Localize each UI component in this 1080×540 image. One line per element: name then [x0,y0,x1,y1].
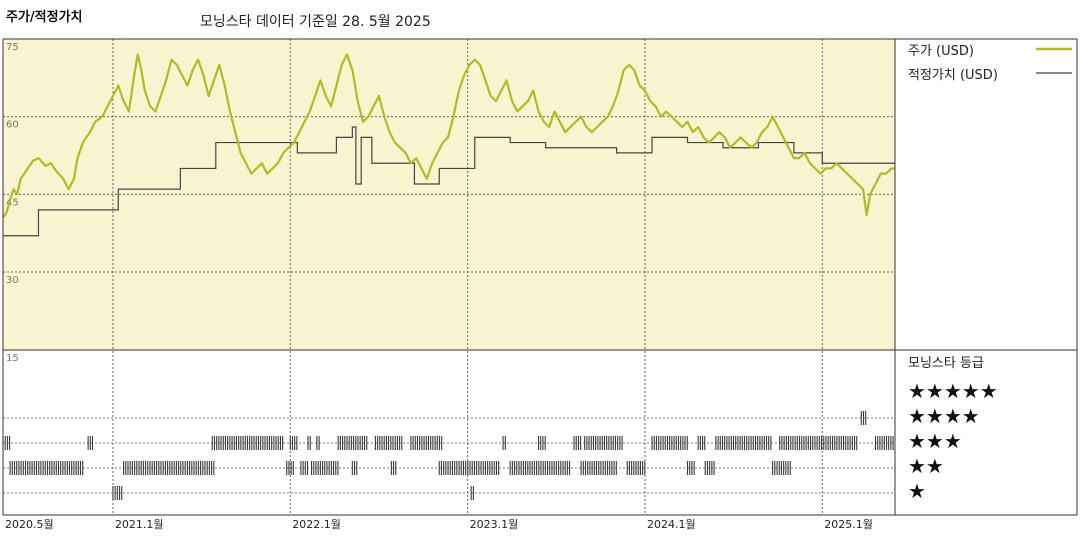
legend-fair-label: 적정가치 (USD) [908,68,998,83]
rating-bar-4-star-0 [860,411,867,425]
rating-bar-3-star-7 [374,436,403,450]
y-tick-15: 15 [6,353,19,364]
y-axis-tick-labels: 75 60 45 30 15 [6,42,19,364]
x-tick-1: 2021.1월 [115,518,164,531]
rating-bar-3-star-9 [502,436,506,450]
rating-bar-2-star-11 [686,461,695,475]
rating-label-5-stars: ★★★★★ [908,379,998,403]
rating-bar-3-star-12 [584,436,623,450]
rating-bar-3-star-6 [337,436,368,450]
legend-price-label: 주가 (USD) [908,44,974,59]
rating-bar-3-star-15 [715,436,772,450]
chart-title: 주가/적정가치 [6,9,83,25]
rating-bar-2-star-9 [580,461,617,475]
x-tick-0: 2020.5월 [5,518,54,531]
x-tick-5: 2025.1월 [824,518,873,531]
rating-title: 모닝스타 등급 [908,356,984,371]
rating-bar-3-star-17 [874,436,894,450]
y-tick-60: 60 [6,120,19,131]
rating-plot-area [3,350,895,515]
rating-label-2-stars: ★★ [908,454,944,478]
rating-bar-3-star-11 [573,436,582,450]
rating-bar-2-star-0 [9,461,84,475]
rating-bar-2-star-3 [300,461,309,475]
rating-bar-2-star-13 [772,461,791,475]
rating-bar-2-star-4 [311,461,339,475]
rating-label-4-stars: ★★★★ [908,404,980,428]
rating-bar-2-star-7 [438,461,500,475]
legend: 주가 (USD) 적정가치 (USD) 모닝스타 등급 ★★★★★ ★★★★ ★… [908,44,1072,503]
rating-bar-1-star-1 [470,486,474,500]
y-tick-45: 45 [6,197,19,208]
rating-label-3-stars: ★★★ [908,429,962,453]
rating-bar-3-star-16 [779,436,858,450]
rating-bar-2-star-8 [509,461,571,475]
rating-bar-3-star-3 [289,436,298,450]
x-tick-3: 2023.1월 [470,518,519,531]
x-tick-4: 2024.1월 [647,518,696,531]
rating-label-1-star: ★ [908,479,926,503]
rating-bar-2-star-6 [390,461,397,475]
rating-bar-2-star-10 [626,461,646,475]
y-tick-30: 30 [6,275,19,286]
horizontal-gridlines [3,116,895,273]
rating-bar-2-star-12 [704,461,715,475]
rating-bar-3-star-2 [211,436,284,450]
rating-bar-2-star-2 [286,461,294,475]
rating-bar-3-star-8 [410,436,443,450]
price-line [2,53,895,219]
rating-bar-3-star-14 [697,436,706,450]
rating-bar-3-star-4 [307,436,311,450]
x-axis-tick-labels: 2020.5월 2021.1월 2022.1월 2023.1월 2024.1월 2025.… [5,518,873,531]
rating-bar-3-star-13 [651,436,688,450]
rating-bar-2-star-5 [351,461,358,475]
y-tick-75: 75 [6,42,19,53]
rating-bar-3-star-10 [538,436,546,450]
rating-history-bars [2,411,894,500]
rating-bar-3-star-5 [316,436,320,450]
rating-bar-1-star-0 [112,486,123,500]
fair-value-line [3,126,895,237]
rating-bar-3-star-1 [87,436,94,450]
vertical-gridlines [112,39,823,515]
rating-bar-2-star-1 [123,461,215,475]
x-tick-2: 2022.1월 [292,518,341,531]
chart-subtitle: 모닝스타 데이터 기준일 28. 5월 2025 [200,14,431,30]
